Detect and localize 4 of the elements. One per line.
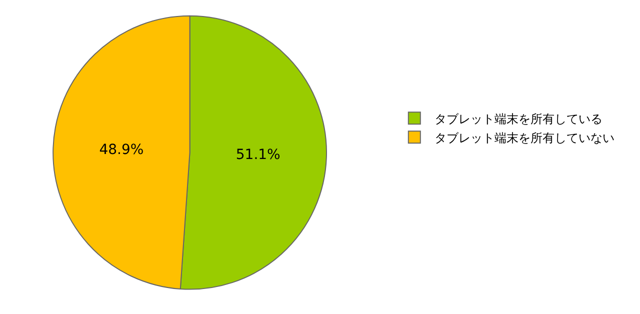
data-label: 48.9% [99,142,144,158]
data-label: 51.1% [236,146,280,163]
legend-label: タブレット端末を所有している [434,112,602,126]
legend-label: タブレット端末を所有していない [434,130,614,145]
